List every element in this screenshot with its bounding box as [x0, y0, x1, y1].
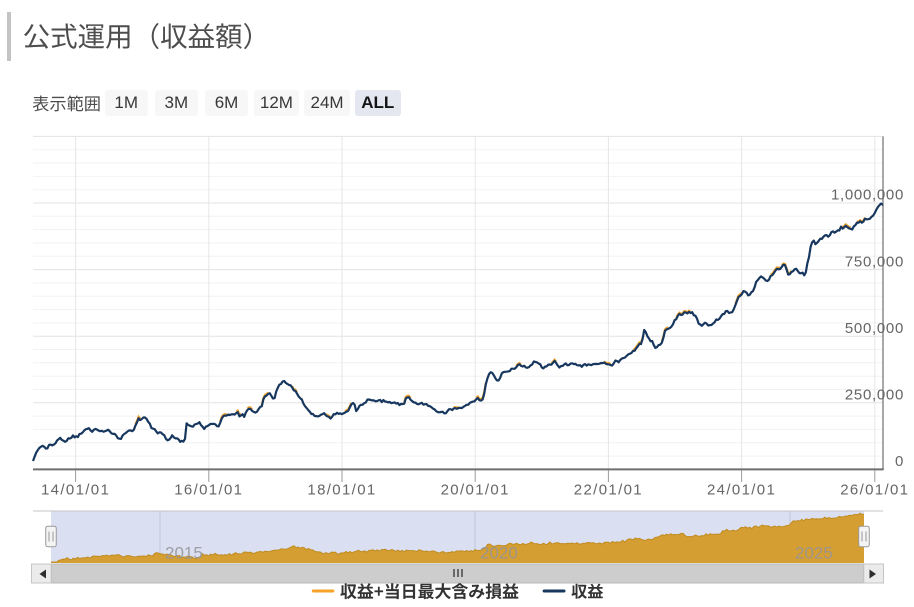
svg-text:2020: 2020: [480, 544, 518, 563]
svg-text:18/01/01: 18/01/01: [307, 482, 376, 499]
svg-text:500,000: 500,000: [845, 320, 904, 337]
svg-text:0: 0: [895, 453, 904, 470]
svg-text:22/01/01: 22/01/01: [574, 482, 643, 499]
svg-text:24/01/01: 24/01/01: [707, 482, 776, 499]
svg-text:14/01/01: 14/01/01: [41, 482, 110, 499]
svg-text:1,000,000: 1,000,000: [831, 187, 904, 204]
svg-text:750,000: 750,000: [845, 253, 904, 270]
svg-text:16/01/01: 16/01/01: [174, 482, 243, 499]
svg-text:250,000: 250,000: [845, 387, 904, 404]
svg-text:26/01/01: 26/01/01: [840, 482, 909, 499]
svg-text:2025: 2025: [795, 544, 833, 563]
svg-text:2015: 2015: [165, 544, 203, 563]
svg-text:20/01/01: 20/01/01: [441, 482, 510, 499]
